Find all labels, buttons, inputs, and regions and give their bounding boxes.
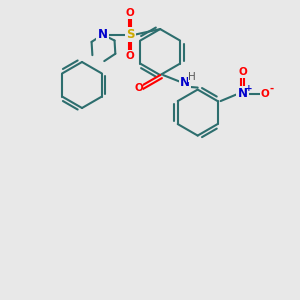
Text: N: N: [238, 87, 248, 100]
Text: +: +: [245, 84, 252, 93]
Text: O: O: [261, 88, 269, 99]
Text: O: O: [126, 8, 134, 18]
Text: N: N: [180, 76, 190, 89]
Text: -: -: [270, 84, 274, 94]
Text: H: H: [188, 72, 196, 82]
Text: O: O: [238, 67, 247, 77]
Text: O: O: [134, 82, 143, 93]
Text: N: N: [98, 28, 108, 41]
Text: S: S: [126, 28, 134, 41]
Text: O: O: [126, 51, 134, 61]
